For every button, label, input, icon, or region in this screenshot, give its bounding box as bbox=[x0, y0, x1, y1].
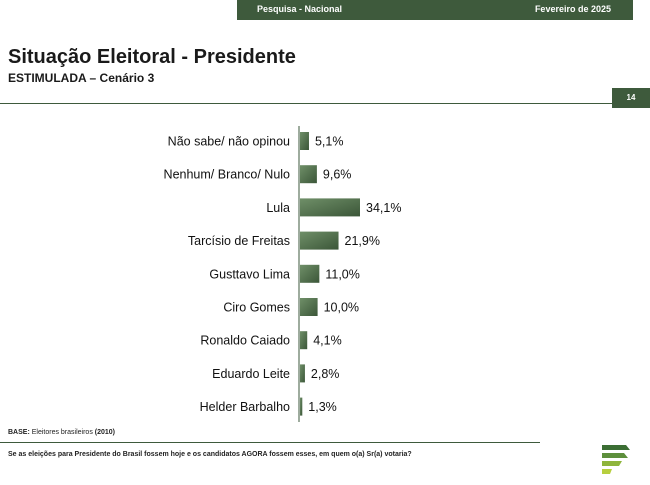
page-number-badge: 14 bbox=[612, 88, 650, 108]
bar bbox=[300, 198, 360, 217]
bar bbox=[300, 231, 339, 250]
base-text: Eleitores brasileiros bbox=[31, 429, 93, 436]
header-bar: Pesquisa - Nacional Fevereiro de 2025 bbox=[237, 0, 633, 20]
bar-chart: Não sabe/ não opinou 5,1% Nenhum/ Branco/ … bbox=[164, 126, 401, 422]
category-label: Não sabe/ não opinou bbox=[168, 135, 290, 149]
base-note: BASE: Eleitores brasileiros (2010) bbox=[8, 429, 115, 436]
value-label: 11,0% bbox=[325, 267, 360, 281]
category-label: Eduardo Leite bbox=[212, 367, 290, 381]
category-label: Lula bbox=[266, 201, 290, 215]
category-label: Ciro Gomes bbox=[223, 301, 290, 315]
value-label: 4,1% bbox=[313, 334, 342, 348]
base-label: BASE: bbox=[8, 429, 30, 436]
category-label: Nenhum/ Branco/ Nulo bbox=[164, 168, 291, 182]
survey-label: Pesquisa - Nacional bbox=[257, 4, 343, 14]
value-label: 2,8% bbox=[311, 367, 340, 381]
bar bbox=[300, 298, 318, 316]
bar bbox=[300, 331, 308, 350]
survey-question: Se as eleições para Presidente do Brasil… bbox=[8, 451, 412, 458]
date-label: Fevereiro de 2025 bbox=[534, 4, 611, 14]
logo-icon bbox=[602, 445, 630, 474]
bar bbox=[300, 397, 303, 416]
page-title: Situação Eleitoral - Presidente bbox=[8, 46, 296, 68]
page-subtitle: ESTIMULADA – Cenário 3 bbox=[8, 71, 155, 85]
header-divider bbox=[0, 103, 612, 104]
bar bbox=[300, 364, 305, 383]
category-label: Gusttavo Lima bbox=[209, 267, 290, 281]
value-label: 5,1% bbox=[315, 135, 344, 149]
bar bbox=[300, 132, 309, 150]
value-label: 10,0% bbox=[324, 301, 359, 315]
value-label: 21,9% bbox=[345, 234, 380, 248]
base-count: (2010) bbox=[94, 429, 116, 436]
value-label: 34,1% bbox=[366, 201, 401, 215]
bar bbox=[300, 165, 317, 184]
category-label: Helder Barbalho bbox=[200, 400, 290, 414]
footer-divider bbox=[0, 442, 540, 443]
category-label: Ronaldo Caiado bbox=[200, 334, 290, 348]
category-label: Tarcísio de Freitas bbox=[188, 234, 290, 248]
value-label: 9,6% bbox=[323, 168, 352, 182]
value-label: 1,3% bbox=[308, 400, 337, 414]
bar bbox=[300, 264, 320, 283]
